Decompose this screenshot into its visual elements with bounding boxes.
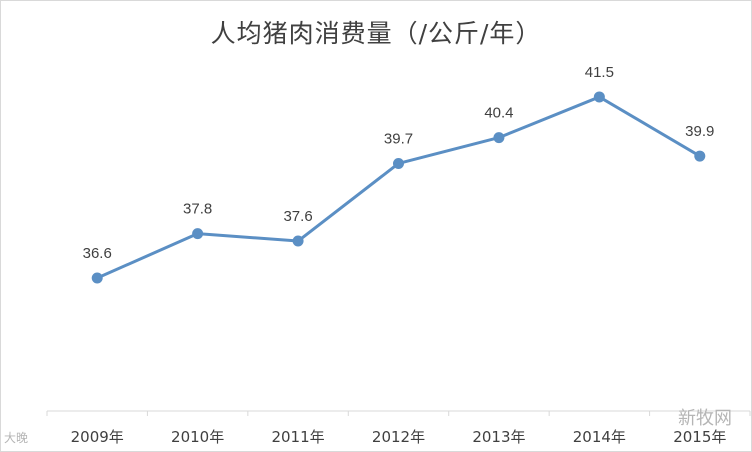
data-point xyxy=(694,150,706,162)
data-label: 37.6 xyxy=(283,208,312,225)
x-tick-label: 2012年 xyxy=(372,428,425,446)
data-label: 37.8 xyxy=(183,201,212,218)
x-tick-label: 2013年 xyxy=(472,428,525,446)
chart-title: 人均猪肉消费量（/公斤/年） xyxy=(210,19,542,48)
x-tick-labels: 2009年 2010年 2011年 2012年 2013年 2014年 2015年 xyxy=(71,428,727,446)
data-label: 40.4 xyxy=(484,105,513,122)
data-label: 36.6 xyxy=(83,245,112,262)
x-tick-label: 2015年 xyxy=(673,428,726,446)
data-label: 41.5 xyxy=(585,64,614,81)
data-label: 39.7 xyxy=(384,130,413,147)
data-label: 39.9 xyxy=(685,123,714,140)
data-point xyxy=(292,235,304,247)
x-tick-label: 2009年 xyxy=(71,428,124,446)
series-line xyxy=(95,95,702,280)
x-tick-label: 2011年 xyxy=(271,428,324,446)
x-tick-marks xyxy=(46,411,751,416)
x-tick-label: 2010年 xyxy=(171,428,224,446)
data-labels: 36.6 37.8 37.6 39.7 40.4 41.5 39.9 xyxy=(83,64,715,262)
data-points xyxy=(91,91,706,284)
data-point xyxy=(192,228,204,240)
data-point xyxy=(91,272,103,284)
data-point xyxy=(493,132,505,144)
x-tick-label: 2014年 xyxy=(573,428,626,446)
watermark-right: 新牧网 xyxy=(678,408,732,429)
watermark-left: 大晚 xyxy=(4,431,29,445)
data-point xyxy=(593,91,605,103)
data-point xyxy=(393,157,404,169)
